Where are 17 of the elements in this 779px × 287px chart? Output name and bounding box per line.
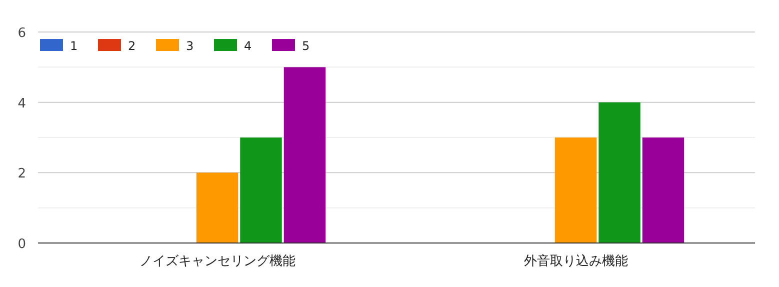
bar — [554, 138, 597, 243]
y-tick-label: 6 — [18, 26, 26, 41]
bar — [196, 172, 238, 243]
y-tick-label: 0 — [18, 237, 26, 252]
x-tick-label: ノイズキャンセリング機能 — [139, 254, 296, 269]
bar — [642, 138, 684, 243]
legend-label: 4 — [244, 39, 252, 53]
bar — [598, 102, 640, 243]
legend-label: 2 — [128, 39, 136, 53]
bar — [284, 67, 326, 243]
legend-label: 3 — [186, 39, 194, 53]
legend-label: 1 — [70, 39, 78, 53]
x-tick-label: 外音取り込み機能 — [524, 254, 628, 269]
legend-label: 5 — [302, 39, 310, 53]
bar — [240, 138, 282, 243]
y-tick-label: 2 — [18, 166, 26, 182]
y-tick-label: 4 — [18, 96, 26, 112]
